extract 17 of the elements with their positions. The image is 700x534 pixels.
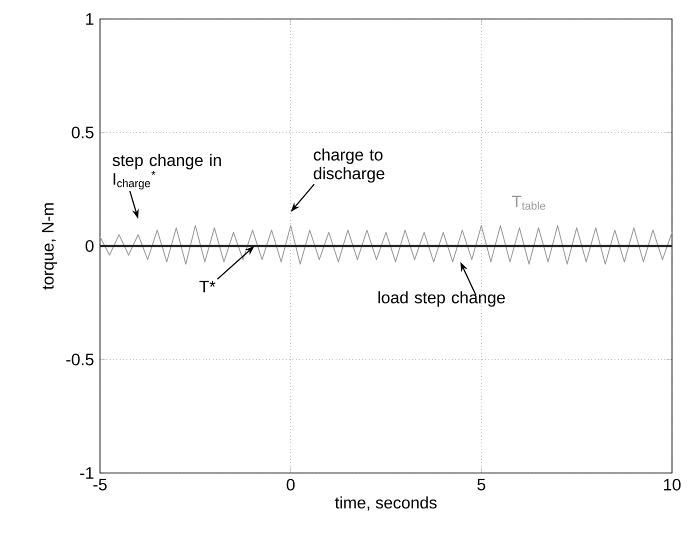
- annotation: step change in I$_{charge}$*: [112, 154, 221, 190]
- annotation: load step change: [378, 291, 505, 307]
- series-label: T$_{table}$: [512, 196, 546, 210]
- x-tick-label: 10: [664, 478, 681, 491]
- x-tick-label: -5: [93, 478, 107, 490]
- x-tick-label: 0: [286, 478, 295, 491]
- y-tick-label: 0.5: [72, 126, 94, 138]
- y-tick-label: -1: [80, 467, 94, 479]
- y-tick-label: 0: [86, 240, 94, 252]
- y-axis-title: torque, N-m: [42, 203, 58, 290]
- text: T*: [199, 280, 216, 292]
- x-tick-label: 5: [477, 478, 486, 490]
- annotation: charge to discharge: [314, 148, 384, 183]
- y-tick-label: 1: [86, 13, 94, 25]
- x-axis-title: time, seconds: [335, 496, 437, 511]
- line-series: [100, 225, 672, 265]
- y-tick-label: -0.5: [66, 354, 94, 366]
